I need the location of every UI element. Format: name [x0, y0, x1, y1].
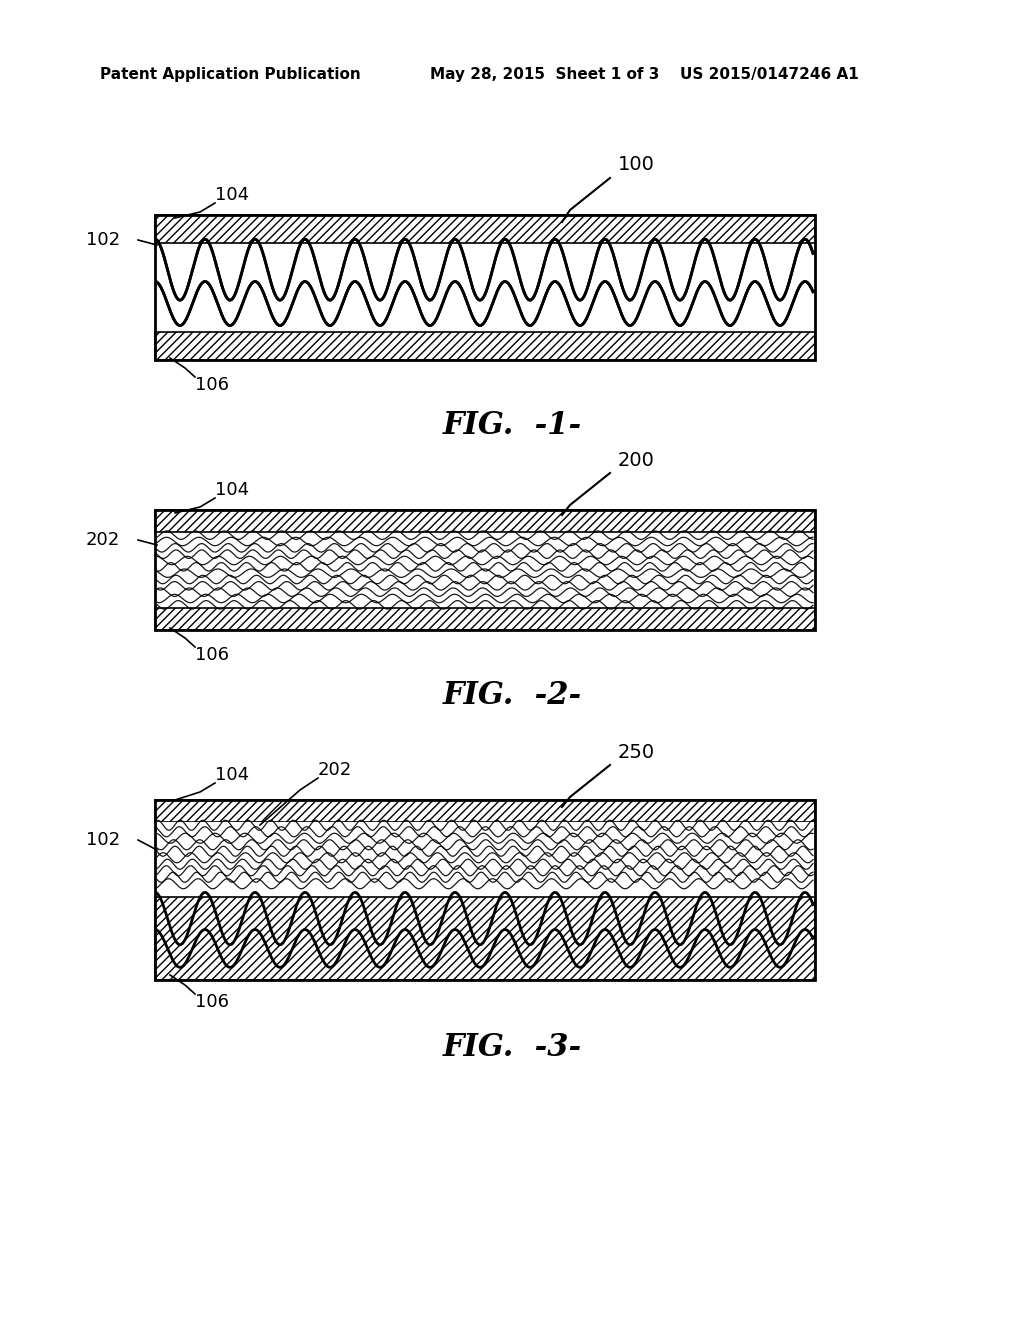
Bar — [155, 333, 815, 360]
Bar — [155, 215, 815, 360]
Text: 106: 106 — [195, 645, 229, 664]
Text: 104: 104 — [215, 766, 249, 784]
Text: 202: 202 — [86, 531, 120, 549]
Text: FIG.  -1-: FIG. -1- — [442, 409, 582, 441]
Bar — [156, 892, 814, 975]
Text: Patent Application Publication: Patent Application Publication — [100, 67, 360, 82]
Text: US 2015/0147246 A1: US 2015/0147246 A1 — [680, 67, 859, 82]
Text: 106: 106 — [195, 376, 229, 393]
Bar — [155, 800, 815, 979]
Text: FIG.  -2-: FIG. -2- — [442, 680, 582, 710]
Bar — [156, 822, 814, 887]
Text: May 28, 2015  Sheet 1 of 3: May 28, 2015 Sheet 1 of 3 — [430, 67, 659, 82]
Bar — [155, 898, 815, 979]
Bar — [155, 510, 815, 532]
Text: 100: 100 — [618, 156, 655, 174]
Bar — [156, 532, 814, 609]
Text: 202: 202 — [318, 762, 352, 779]
Bar — [155, 800, 815, 822]
Text: 200: 200 — [618, 450, 655, 470]
Bar — [156, 243, 814, 333]
Text: 106: 106 — [195, 993, 229, 1011]
Text: 104: 104 — [215, 186, 249, 205]
Bar — [155, 510, 815, 630]
Text: 250: 250 — [618, 742, 655, 762]
Text: 104: 104 — [215, 480, 249, 499]
Text: 102: 102 — [86, 231, 120, 249]
Text: 102: 102 — [86, 832, 120, 849]
Bar — [155, 609, 815, 630]
Text: FIG.  -3-: FIG. -3- — [442, 1032, 582, 1064]
Bar — [155, 215, 815, 243]
